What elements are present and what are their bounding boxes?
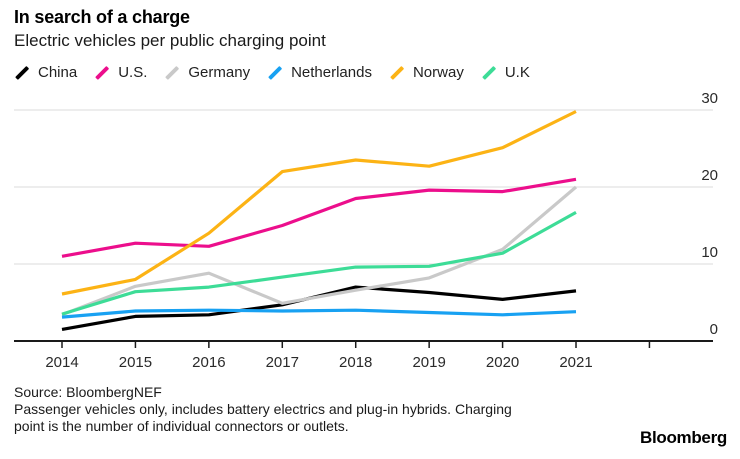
bloomberg-logo: Bloomberg [639,428,727,447]
x-tick-label-2016: 2016 [192,354,225,371]
legend: China U.S. Germany Netherlands Norway U.K [14,63,530,83]
x-tick-label-2018: 2018 [339,354,372,371]
legend-item-u-s: U.S. [94,63,147,83]
footnote-line-2: point is the number of individual connec… [14,418,349,434]
footnote-line-1: Passenger vehicles only, includes batter… [14,401,512,417]
legend-slash-icon [390,66,404,80]
legend-slash-icon [165,66,180,80]
series-line-germany [61,185,578,317]
legend-label: China [38,64,78,81]
legend-item-u-k: U.K [481,63,530,83]
legend-label: Netherlands [291,64,372,81]
legend-label: U.K [504,64,530,81]
legend-item-china: China [14,63,77,83]
series-line-u-s [61,177,577,258]
x-tick-label-2015: 2015 [119,354,152,371]
chart-svg: 0 10 20 30 2014 2015 2016 2017 2018 2019 2020 2021 [14,90,718,371]
chart-subtitle: Electric vehicles per public charging po… [14,31,326,50]
series-line-u-k [61,211,577,316]
x-tick-label-2014: 2014 [45,354,78,371]
legend-slash-icon [268,66,283,80]
x-tick-label-2017: 2017 [266,354,299,371]
y-tick-label-10: 10 [701,244,718,261]
footer: Source: BloombergNEF Passenger vehicles … [14,384,512,435]
legend-slash-icon [15,66,29,80]
legend-item-norway: Norway [389,63,464,83]
legend-slash-icon [481,66,496,80]
y-tick-label-30: 30 [701,90,718,107]
legend-slash-icon [95,66,110,80]
legend-item-germany: Germany [164,63,250,83]
x-tick-label-2019: 2019 [412,354,445,371]
series-line-norway [61,110,577,296]
series-line-china [61,285,577,331]
y-tick-label-20: 20 [701,167,718,184]
source-note: Source: BloombergNEF [14,384,162,400]
y-tick-label-0: 0 [710,321,718,338]
x-tick-label-2020: 2020 [486,354,519,371]
legend-label: Norway [412,64,464,81]
series-line-netherlands [61,308,577,319]
x-tick-label-2021: 2021 [559,354,592,371]
chart-title: In search of a charge [14,7,190,27]
legend-label: U.S. [118,64,148,81]
legend-label: Germany [188,64,251,81]
legend-item-netherlands: Netherlands [267,63,372,83]
